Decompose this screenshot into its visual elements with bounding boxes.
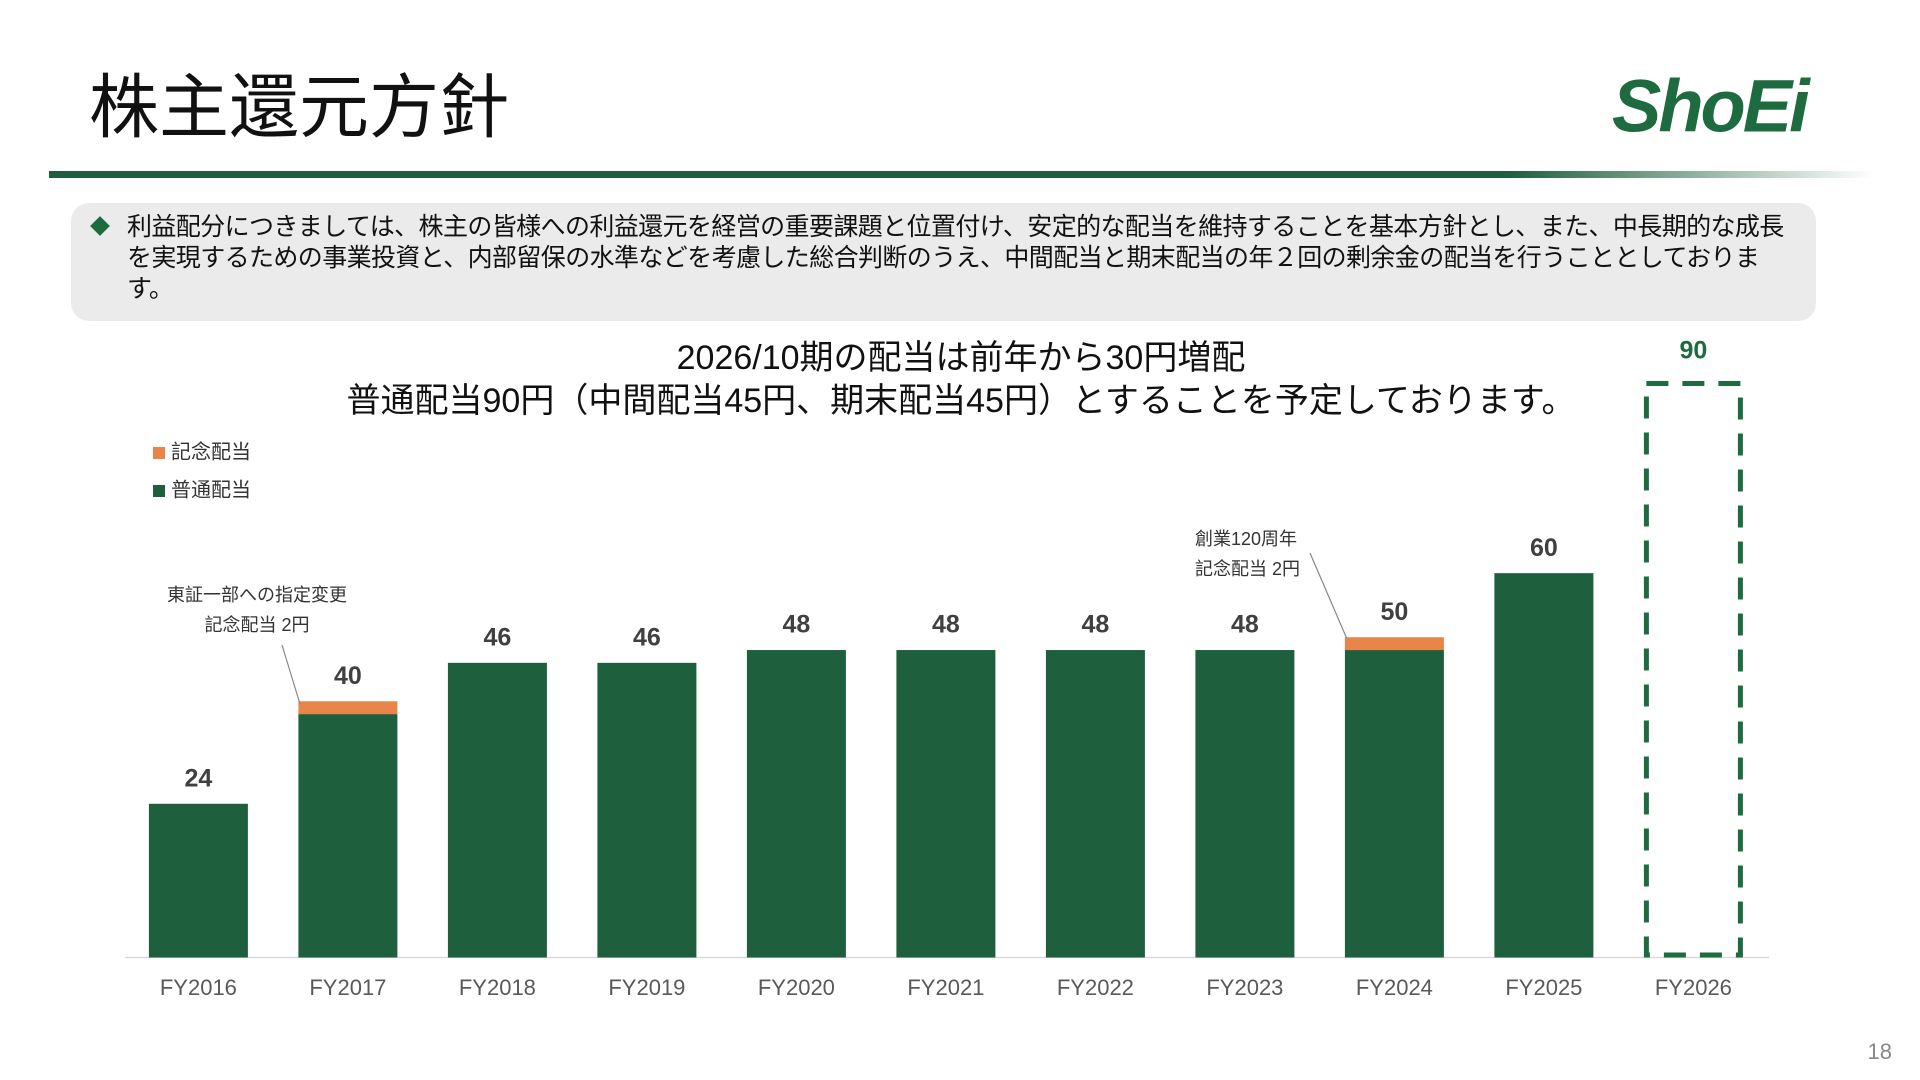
policy-box: [71, 203, 1816, 321]
title-rule: [49, 171, 1873, 178]
logo: ShoEi: [1612, 65, 1811, 148]
bar-segment: [1344, 637, 1444, 651]
chart-subtitle: 普通配当90円（中間配当45円、期末配当45円）とすることを予定しております。: [347, 382, 1576, 420]
total-label: 46: [633, 623, 661, 651]
bar-segment: [1045, 650, 1145, 958]
legend-swatch: [153, 485, 165, 497]
bar-segment: [597, 662, 697, 958]
total-label: 48: [1231, 611, 1259, 639]
total-label: 90: [1679, 337, 1707, 365]
bar-segment: [896, 650, 996, 958]
legend-label: 普通配当: [171, 478, 251, 501]
annotation: 記念配当 2円: [204, 614, 309, 635]
total-label: 48: [782, 611, 810, 639]
annotation: 記念配当 2円: [1195, 558, 1300, 579]
x-tick-label: FY2017: [309, 975, 386, 1000]
bar-segment: [1494, 573, 1594, 958]
total-label: 60: [1530, 534, 1558, 562]
legend-label: 記念配当: [171, 439, 251, 463]
bar-segment: [447, 662, 547, 958]
x-tick-label: FY2016: [160, 975, 237, 1000]
slide-title: 株主還元方針: [89, 68, 509, 146]
annotation: 創業120周年: [1195, 529, 1297, 549]
x-tick-label: FY2023: [1206, 975, 1283, 1000]
bar-segment: [148, 803, 248, 958]
bar-segment: [1195, 650, 1295, 958]
bar-segment: [746, 650, 846, 958]
chart-subtitle: 2026/10期の配当は前年から30円増配: [677, 339, 1246, 377]
x-tick-label: FY2019: [608, 975, 685, 1000]
x-tick-label: FY2021: [907, 975, 984, 1000]
total-label: 48: [932, 611, 960, 639]
bar-segment: [298, 714, 398, 958]
x-tick-label: FY2022: [1057, 975, 1134, 1000]
policy-text: 利益配分につきましては、株主の皆様への利益還元を経営の重要課題と位置付け、安定的…: [127, 213, 1784, 303]
annotation: 東証一部への指定変更: [167, 585, 347, 605]
x-tick-label: FY2020: [758, 975, 835, 1000]
total-label: 50: [1380, 598, 1408, 626]
total-label: 46: [483, 623, 511, 651]
bar-segment: [298, 701, 398, 715]
total-label: 40: [334, 662, 362, 690]
page-number: 18: [1868, 1039, 1892, 1064]
annotation-leader: [1309, 552, 1348, 640]
x-tick-label: FY2024: [1356, 975, 1433, 1000]
x-tick-label: FY2025: [1505, 975, 1582, 1000]
x-tick-label: FY2018: [459, 975, 536, 1000]
x-tick-label: FY2026: [1655, 975, 1732, 1000]
total-label: 48: [1081, 611, 1109, 639]
legend-swatch: [153, 447, 165, 459]
total-label: 24: [184, 764, 212, 792]
annotation-leader: [281, 644, 301, 705]
bar-segment: [1344, 650, 1444, 958]
bar-forecast: [1643, 381, 1743, 958]
